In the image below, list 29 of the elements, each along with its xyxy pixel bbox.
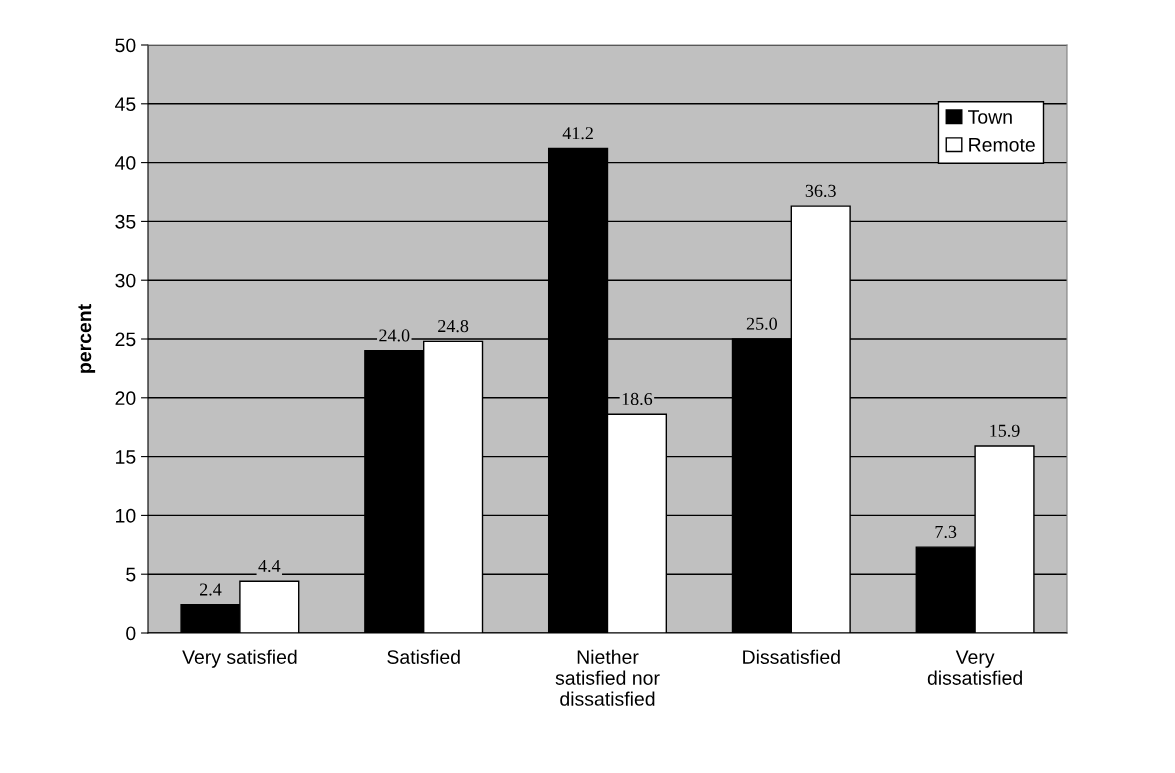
y-tick-label: 40 [115,156,136,170]
text: 15.9 [990,424,1020,437]
y-tick-label: 25 [115,332,136,347]
text: 24.0 [379,329,410,342]
y-axis-title: percent [78,304,96,373]
y-tick-label: 15 [116,450,136,464]
y-tick-label: 20 [115,391,136,406]
y-tick-label: 45 [115,97,136,112]
text: 36.3 [805,184,836,197]
legend-label: Remote [969,138,1035,152]
x-tick-label: Very dissatisfied [927,650,1022,685]
x-tick-label: Very satisfied [182,649,297,668]
y-tick-label: 0 [126,626,136,641]
text: 4.4 [258,559,281,573]
text: 25.0 [746,317,777,330]
x-tick-label: Niether satisfied nor dissatisfied [555,649,660,706]
text: 2.4 [200,583,222,596]
y-tick-label: 35 [115,214,136,229]
y-tick-label: 5 [126,567,136,582]
text: 41.2 [562,127,593,140]
text: 18.6 [622,392,653,406]
text: 24.8 [438,319,469,333]
y-tick-label: 10 [116,508,136,523]
text: 7.3 [935,525,957,539]
y-tick-label: 50 [115,38,136,53]
x-tick-label: Dissatisfied [743,649,840,664]
legend-label: Town [968,110,1012,124]
y-tick-label: 30 [115,273,136,288]
x-tick-label: Satisfied [387,649,460,664]
